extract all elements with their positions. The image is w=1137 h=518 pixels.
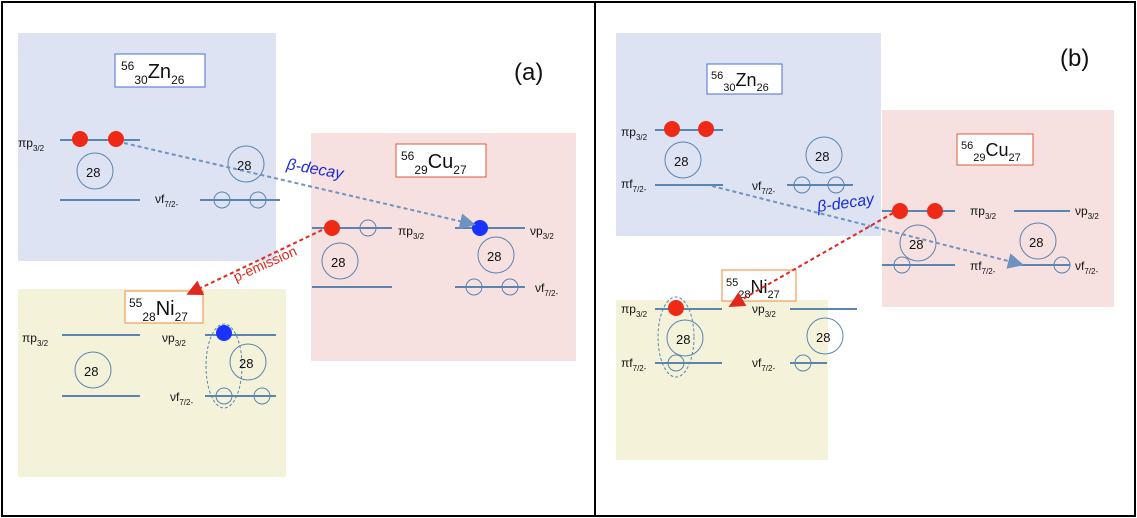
a-zn-proton-1 bbox=[72, 131, 88, 147]
b-cu-nu-f-label: νf7/2- bbox=[1075, 259, 1098, 276]
a-cu-pi-hole bbox=[359, 219, 377, 237]
a-zn-core-right: 28 bbox=[237, 158, 251, 173]
a-zn-pi-label: πp3/2 bbox=[18, 136, 45, 153]
a-beta-arrow bbox=[123, 142, 476, 230]
a-zn-label: 5630Zn26 bbox=[121, 59, 185, 87]
a-cu-nu-p-label: νp3/2 bbox=[530, 224, 554, 241]
a-zn-core: 28 bbox=[86, 165, 100, 180]
a-pem-arrow bbox=[186, 229, 323, 296]
a-ni-nu-f-label: νf7/2- bbox=[170, 390, 193, 407]
b-ni-pair-ellipse bbox=[657, 296, 695, 378]
b-cu-core-right: 28 bbox=[1029, 235, 1043, 250]
b-cu-label-box bbox=[956, 133, 1034, 166]
b-beta-arrow bbox=[711, 185, 1024, 269]
a-ni-label-box bbox=[124, 290, 204, 324]
a-panel-tag: (a) bbox=[514, 59, 543, 86]
b-cu-pi-p-label: πp3/2 bbox=[970, 204, 997, 221]
b-ni-box bbox=[616, 300, 828, 460]
b-ni-core-right-circle bbox=[806, 317, 844, 355]
b-zn-nu-label: νf7/2- bbox=[752, 179, 775, 196]
a-ni-core-left: 28 bbox=[84, 364, 98, 379]
a-cu-label: 5629Cu27 bbox=[401, 149, 467, 177]
a-cu-label-box bbox=[395, 143, 487, 178]
b-ni-pi-f-label: πf7/2- bbox=[621, 356, 647, 373]
b-cu-proton-2 bbox=[927, 203, 943, 219]
b-zn-label: 5630Zn26 bbox=[711, 70, 769, 94]
b-ni-label-box bbox=[721, 269, 797, 302]
a-zn-nu-hole-2 bbox=[249, 191, 267, 209]
a-ni-core-left-circle bbox=[74, 351, 112, 389]
b-zn-nu-hole-1 bbox=[793, 176, 811, 194]
b-zn-nu-hole-2 bbox=[827, 176, 845, 194]
a-zn-label-box bbox=[114, 53, 206, 88]
a-zn-core-circle bbox=[76, 152, 114, 190]
b-pem-arrow bbox=[728, 212, 894, 307]
panel-b-frame bbox=[594, 1, 1136, 517]
a-zn-proton-2 bbox=[108, 131, 124, 147]
a-zn-nu-label: νf7/2- bbox=[155, 192, 178, 209]
a-cu-proton bbox=[324, 220, 340, 236]
a-ni-core-right: 28 bbox=[239, 356, 253, 371]
b-zn-label-box bbox=[706, 63, 783, 95]
b-cu-pi-hole bbox=[893, 256, 911, 274]
a-ni-pi-label: πp3/2 bbox=[22, 331, 49, 348]
a-ni-label: 5528Ni27 bbox=[129, 296, 188, 324]
a-cu-core-left: 28 bbox=[331, 255, 345, 270]
a-ni-nu-hole-1 bbox=[215, 387, 233, 405]
b-ni-nu-p-label: νp3/2 bbox=[752, 302, 776, 319]
b-ni-nu-f-label: νf7/2- bbox=[752, 356, 775, 373]
a-cu-nu-hole-1 bbox=[465, 278, 483, 296]
b-zn-proton-2 bbox=[698, 121, 714, 137]
b-cu-nu-p-label: νp3/2 bbox=[1075, 204, 1099, 221]
a-cu-pi-label: πp3/2 bbox=[398, 224, 425, 241]
a-cu-core-right: 28 bbox=[487, 249, 501, 264]
b-panel-tag: (b) bbox=[1060, 45, 1089, 72]
b-cu-core-left: 28 bbox=[909, 237, 923, 252]
b-ni-nu-hole bbox=[794, 354, 812, 372]
a-ni-neutron bbox=[216, 325, 232, 341]
b-ni-pi-hole bbox=[667, 354, 685, 372]
b-ni-core-left-circle bbox=[666, 319, 704, 357]
b-cu-label: 5629Cu27 bbox=[961, 140, 1021, 164]
a-zn-core-right-circle bbox=[227, 145, 265, 183]
b-zn-core-right: 28 bbox=[815, 149, 829, 164]
a-ni-pair-ellipse bbox=[205, 323, 243, 409]
b-zn-core-left-circle bbox=[664, 141, 702, 179]
a-cu-nu-f-label: νf7/2- bbox=[535, 281, 558, 298]
b-zn-core-left: 28 bbox=[674, 154, 688, 169]
b-ni-core-left: 28 bbox=[676, 332, 690, 347]
a-cu-core-left-circle bbox=[321, 242, 359, 280]
b-cu-core-right-circle bbox=[1019, 222, 1057, 260]
b-ni-proton bbox=[668, 300, 684, 316]
a-cu-neutron bbox=[472, 220, 488, 236]
b-cu-pi-f-label: πf7/2- bbox=[970, 259, 996, 276]
a-ni-nu-hole-2 bbox=[253, 387, 271, 405]
a-ni-core-right-circle bbox=[229, 343, 267, 381]
b-zn-proton-1 bbox=[664, 121, 680, 137]
a-cu-core-right-circle bbox=[477, 236, 515, 274]
b-zn-pi-f-label: πf7/2- bbox=[621, 177, 647, 194]
a-zn-nu-hole-1 bbox=[213, 191, 231, 209]
a-cu-nu-hole-2 bbox=[501, 278, 519, 296]
b-zn-pi-p-label: πp3/2 bbox=[621, 125, 648, 142]
b-cu-proton-1 bbox=[892, 203, 908, 219]
b-cu-nu-hole bbox=[1053, 256, 1071, 274]
a-ni-nu-p-label: νp3/2 bbox=[162, 331, 186, 348]
b-zn-core-right-circle bbox=[805, 136, 843, 174]
b-ni-core-right: 28 bbox=[816, 330, 830, 345]
b-ni-pi-p-label: πp3/2 bbox=[621, 302, 648, 319]
